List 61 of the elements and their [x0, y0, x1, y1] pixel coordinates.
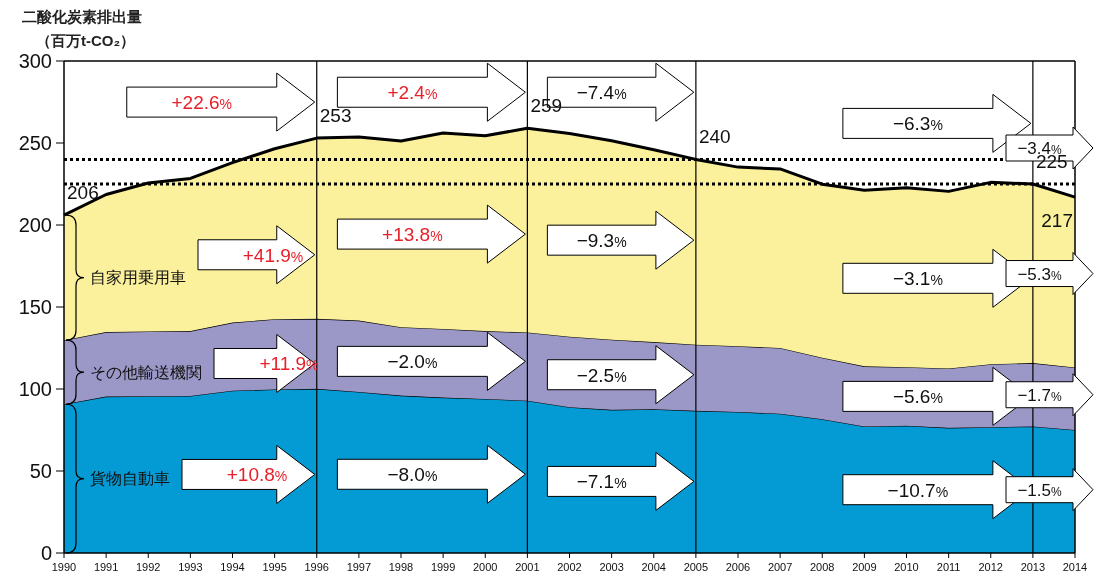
annotation: +13.8% [382, 223, 443, 245]
x-tick-label: 1995 [262, 561, 287, 573]
annotation: +10.8% [226, 464, 288, 486]
annotation: +22.6% [171, 91, 233, 113]
annotation: −1.5% [1017, 480, 1062, 500]
y-axis-title: （百万t-CO₂） [36, 32, 136, 49]
annotation: +2.4% [387, 82, 438, 104]
annotation: −8.0% [387, 464, 438, 486]
x-tick-label: 2012 [978, 561, 1003, 573]
annotation: −5.3% [1017, 264, 1062, 284]
x-tick-label: 1999 [430, 561, 456, 573]
annotation: +11.9% [259, 353, 319, 375]
y-tick-label: 200 [18, 214, 52, 237]
x-tick-label: 2009 [852, 561, 877, 573]
annotation: 206 [67, 182, 99, 204]
annotation: −3.1% [892, 268, 943, 290]
series-label: 自家用乗用車 [90, 269, 186, 287]
annotation: 217 [1041, 210, 1073, 232]
annotation: −7.1% [576, 471, 627, 493]
x-tick-label: 2004 [641, 561, 666, 573]
x-tick-label: 2006 [725, 561, 751, 573]
annotation: −2.0% [387, 351, 438, 373]
x-tick-label: 2014 [1062, 561, 1088, 573]
x-tick-label: 1991 [93, 561, 119, 573]
x-tick-label: 2001 [515, 561, 540, 573]
annotation: −1.7% [1017, 385, 1062, 405]
annotation: −5.6% [892, 386, 943, 408]
x-tick-label: 2007 [767, 561, 793, 573]
y-tick-label: 0 [40, 542, 52, 565]
y-tick-label: 150 [18, 296, 52, 319]
x-tick-label: 2011 [936, 561, 961, 573]
x-tick-label: 1997 [346, 561, 372, 573]
annotation: 240 [698, 126, 731, 148]
y-tick-label: 50 [29, 460, 52, 483]
annotation: 253 [319, 105, 352, 127]
x-tick-label: 2000 [473, 561, 498, 573]
x-tick-label: 1992 [136, 561, 161, 573]
annotation: −6.3% [892, 113, 943, 135]
x-tick-label: 1998 [388, 561, 414, 573]
x-tick-label: 2008 [810, 561, 835, 573]
series-label: その他輸送機関 [90, 363, 202, 381]
annotation: 259 [530, 95, 563, 117]
x-tick-label: 1994 [220, 561, 245, 573]
x-tick-label: 1993 [178, 561, 203, 573]
annotation: −7.4% [576, 82, 627, 104]
x-tick-label: 2013 [1020, 561, 1046, 573]
annotation: −2.5% [576, 364, 627, 386]
x-tick-label: 1996 [304, 561, 329, 573]
x-tick-label: 2010 [894, 561, 919, 573]
x-tick-label: 1990 [51, 561, 77, 573]
y-tick-label: 250 [18, 132, 52, 155]
annotation: +41.9% [242, 244, 304, 266]
series-label: 貨物自動車 [90, 470, 170, 488]
x-tick-label: 2003 [599, 561, 624, 573]
y-tick-label: 100 [18, 378, 52, 401]
annotation: −9.3% [576, 230, 627, 252]
y-tick-label: 300 [18, 50, 52, 73]
x-tick-label: 2002 [557, 561, 582, 573]
chart-title: 二酸化炭素排出量 [22, 8, 142, 25]
x-tick-label: 2005 [683, 561, 709, 573]
annotation: −10.7% [887, 479, 949, 501]
